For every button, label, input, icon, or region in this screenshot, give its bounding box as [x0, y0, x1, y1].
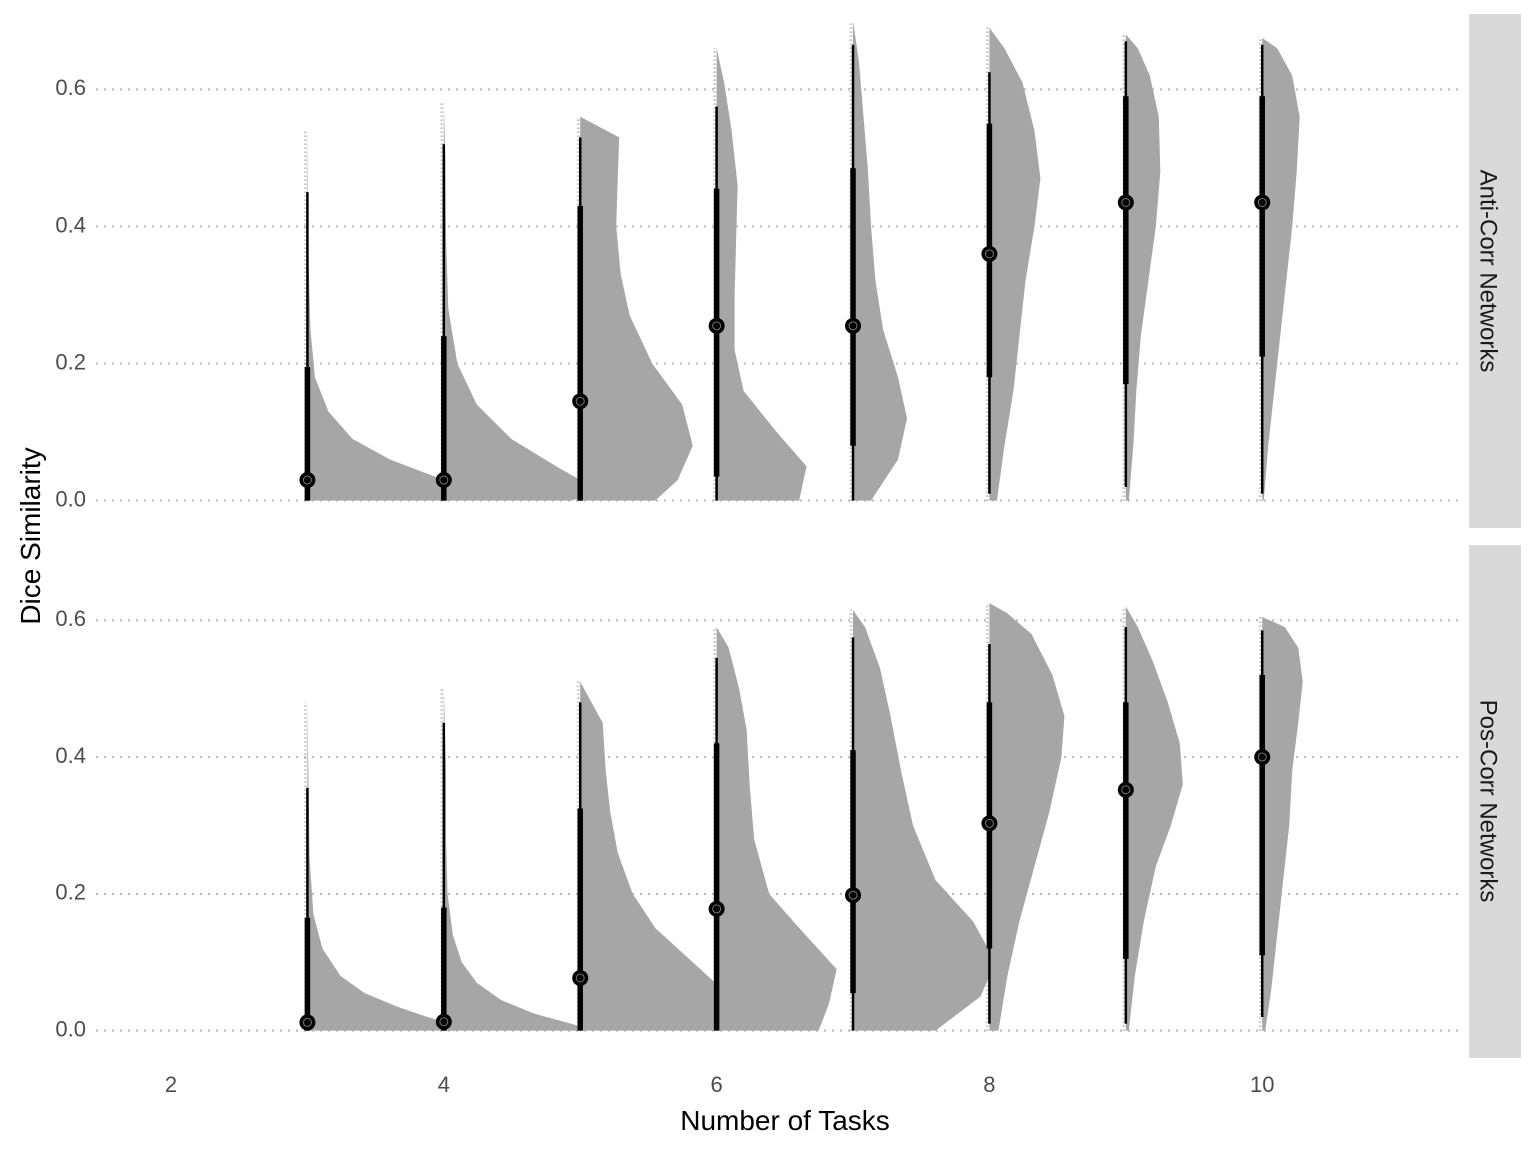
median-point-inner — [712, 904, 722, 914]
facet-strip-top-label: Anti-Corr Networks — [1475, 170, 1502, 373]
median-point-inner — [575, 973, 585, 983]
density-half-violin — [307, 702, 458, 1031]
raincloud-group — [1117, 34, 1161, 501]
facet-panel-1: 0.0 0.2 0.4 0.6 — [55, 20, 1460, 511]
median-point — [845, 887, 862, 904]
raincloud-group — [1117, 606, 1183, 1031]
median-point — [981, 245, 998, 262]
density-half-violin — [853, 609, 996, 1031]
raincloud-group — [299, 130, 458, 501]
x-tick-label: 4 — [438, 1072, 450, 1097]
density-half-violin — [443, 103, 594, 501]
median-point — [299, 472, 316, 489]
y-axis-title: Dice Similarity — [15, 447, 46, 624]
facet-strip-bottom-label: Pos-Corr Networks — [1475, 700, 1502, 903]
x-tick-label: 10 — [1250, 1072, 1274, 1097]
median-point — [1117, 781, 1134, 798]
median-point-inner — [848, 890, 858, 900]
median-point — [981, 815, 998, 832]
raincloud-group — [435, 103, 594, 501]
density-half-violin — [1125, 34, 1161, 501]
raincloud-group — [435, 688, 594, 1031]
y-tick-label: 0.2 — [55, 349, 86, 374]
raincloud-group — [981, 603, 1065, 1031]
median-point-inner — [1257, 197, 1267, 207]
density-half-violin — [580, 681, 731, 1031]
y-tick-label: 0.6 — [55, 75, 86, 100]
density-half-violin — [1262, 616, 1303, 1031]
median-point — [708, 900, 725, 917]
median-point — [299, 1014, 316, 1031]
density-half-violin — [989, 603, 1065, 1031]
median-point-inner — [984, 249, 994, 259]
density-half-violin — [443, 688, 594, 1031]
median-point — [1254, 194, 1271, 211]
median-point-inner — [439, 475, 449, 485]
density-half-violin — [716, 48, 807, 501]
y-tick-label: 0.6 — [55, 606, 86, 631]
raincloud-group — [1254, 37, 1300, 501]
median-point — [572, 969, 589, 986]
median-point — [1117, 194, 1134, 211]
median-point-inner — [984, 818, 994, 828]
facet-strip-top-bg — [1469, 14, 1521, 528]
raincloud-group — [1254, 616, 1303, 1031]
raincloud-group — [981, 27, 1041, 501]
median-point — [708, 317, 725, 334]
y-tick-label: 0.0 — [55, 486, 86, 511]
median-point-inner — [848, 321, 858, 331]
raincloud-group — [299, 702, 458, 1031]
median-point — [435, 472, 452, 489]
facet-panel-2: 0.0 0.2 0.4 0.6 — [55, 603, 1460, 1041]
y-tick-label: 0.0 — [55, 1016, 86, 1041]
panels: 0.0 0.2 0.4 0.6 0.0 0.2 0.4 0.6 — [55, 20, 1460, 1041]
density-half-violin — [989, 27, 1041, 501]
median-point-inner — [302, 1017, 312, 1027]
y-tick-label: 0.4 — [55, 743, 86, 768]
median-point-inner — [302, 475, 312, 485]
facet-strip-bottom-bg — [1469, 545, 1521, 1058]
median-point — [1254, 749, 1271, 766]
x-tick-label: 2 — [165, 1072, 177, 1097]
median-point-inner — [1121, 785, 1131, 795]
median-point-inner — [1121, 197, 1131, 207]
median-point-inner — [1257, 752, 1267, 762]
raincloud-group — [708, 627, 837, 1031]
raincloud-group — [845, 20, 908, 501]
density-half-violin — [716, 627, 837, 1031]
median-point — [435, 1013, 452, 1030]
raincloud-group — [708, 48, 807, 501]
y-tick-label: 0.2 — [55, 880, 86, 905]
raincloud-group — [572, 681, 731, 1031]
x-tick-label: 8 — [983, 1072, 995, 1097]
density-half-violin — [853, 20, 908, 501]
median-point-inner — [712, 321, 722, 331]
x-axis-title: Number of Tasks — [680, 1105, 890, 1136]
density-half-violin — [580, 116, 693, 501]
median-point — [572, 393, 589, 410]
y-tick-label: 0.4 — [55, 212, 86, 237]
density-half-violin — [1125, 606, 1183, 1031]
density-half-violin — [1262, 37, 1300, 501]
raincloud-group — [572, 116, 693, 501]
median-point-inner — [575, 396, 585, 406]
density-half-violin — [307, 130, 458, 501]
x-axis: 2 4 6 8 10 — [165, 1072, 1275, 1097]
raincloud-group — [845, 609, 996, 1031]
x-tick-label: 6 — [710, 1072, 722, 1097]
median-point — [845, 317, 862, 334]
median-point-inner — [439, 1017, 449, 1027]
